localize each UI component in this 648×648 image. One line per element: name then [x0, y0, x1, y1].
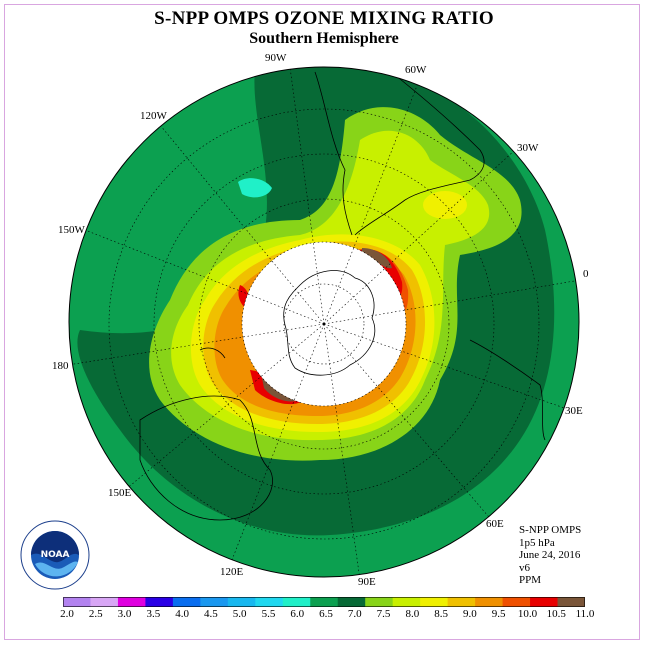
lon-label-30e: 30E [565, 405, 583, 417]
lon-label-60w: 60W [405, 64, 427, 76]
colorbar-tick-label: 5.5 [261, 608, 276, 620]
colorbar-swatch [145, 597, 174, 607]
colorbar-swatch [337, 597, 366, 607]
colorbar-swatch [365, 597, 394, 607]
map-boundary [68, 66, 580, 578]
colorbar-tick-label: 3.0 [117, 608, 132, 620]
antarctica-coastline [283, 270, 376, 376]
south-pole-dot [322, 322, 326, 326]
field-over11-a [362, 248, 392, 269]
noaa-logo-text: NOAA [41, 550, 70, 560]
colorbar-swatch [90, 597, 119, 607]
info-date: June 24, 2016 [519, 549, 581, 561]
colorbar-tick-label: 6.0 [290, 608, 305, 620]
colorbar-tick-label: 10.0 [517, 608, 538, 620]
colorbar-tick-label: 4.5 [204, 608, 218, 620]
colorbar-tick-label: 2.5 [88, 608, 103, 620]
colorbar-tick-label: 11.0 [575, 608, 595, 620]
colorbar-swatch [530, 597, 559, 607]
lon-label-150w: 150W [58, 224, 85, 236]
graticule [69, 67, 579, 577]
colorbar-tick-label: 8.5 [434, 608, 448, 620]
new-zealand-coast [199, 347, 226, 359]
info-level: 1p5 hPa [519, 536, 555, 549]
colorbar-swatch [227, 597, 256, 607]
colorbar-tick-label: 6.5 [319, 608, 333, 620]
africa-coast [469, 339, 546, 441]
field-yellow-patch [423, 191, 467, 219]
lon-label-120w: 120W [140, 110, 167, 122]
colorbar-tick-label: 4.0 [175, 608, 189, 620]
colorbar-swatch [63, 597, 91, 607]
lon-label-180: 180 [52, 360, 69, 372]
lon-label-0: 0 [583, 268, 589, 280]
colorbar-swatch [255, 597, 284, 607]
colorbar-swatch [310, 597, 339, 607]
colorbar-tick-label: 9.0 [463, 608, 477, 620]
info-version: v6 [519, 561, 530, 574]
colorbar-swatch [502, 597, 531, 607]
noaa-logo: NOAA [20, 520, 90, 590]
south-america-east-coast [354, 74, 485, 236]
info-instrument: S-NPP OMPS [519, 524, 582, 536]
colorbar-swatch [420, 597, 449, 607]
colorbar-tick-label: 7.5 [376, 608, 391, 620]
colorbar-swatch [392, 597, 421, 607]
colorbar-tick-label: 2.0 [60, 608, 74, 620]
map-subtitle: Southern Hemisphere [249, 30, 399, 47]
australia-coastline [139, 395, 273, 521]
page-frame [4, 4, 640, 640]
map-title: S-NPP OMPS OZONE MIXING RATIO [154, 8, 494, 29]
colorbar-swatch [557, 597, 585, 607]
lon-label-150e: 150E [108, 487, 132, 499]
colorbar-swatch [475, 597, 504, 607]
colorbar-swatch [282, 597, 311, 607]
colorbar-tick-label: 8.0 [405, 608, 420, 620]
colorbar-swatch [117, 597, 146, 607]
south-america-coast [314, 71, 353, 236]
info-block: S-NPP OMPS 1p5 hPa June 24, 2016 v6 PPM [519, 524, 581, 587]
colorbar-swatch [172, 597, 201, 607]
lon-label-30w: 30W [517, 142, 539, 154]
colorbar [63, 597, 585, 607]
lon-label-90w: 90W [265, 52, 287, 64]
colorbar-tick-label: 9.5 [491, 608, 506, 620]
colorbar-tick-label: 5.0 [232, 608, 247, 620]
colorbar-tick-label: 10.5 [546, 608, 566, 620]
colorbar-tick-label: 7.0 [347, 608, 362, 620]
colorbar-ticks: 2.0 2.5 3.0 3.5 4.0 4.5 5.0 5.5 6.0 6.5 7.0 7.5 8.0 8… [0, 608, 648, 622]
lon-label-60e: 60E [486, 518, 504, 530]
colorbar-tick-label: 3.5 [146, 608, 161, 620]
lon-label-90e: 90E [358, 576, 376, 588]
field-5p5to6-patch [238, 178, 272, 198]
lon-label-120e: 120E [220, 566, 244, 578]
colorbar-swatch [200, 597, 229, 607]
colorbar-swatch [447, 597, 476, 607]
info-units: PPM [519, 574, 542, 586]
